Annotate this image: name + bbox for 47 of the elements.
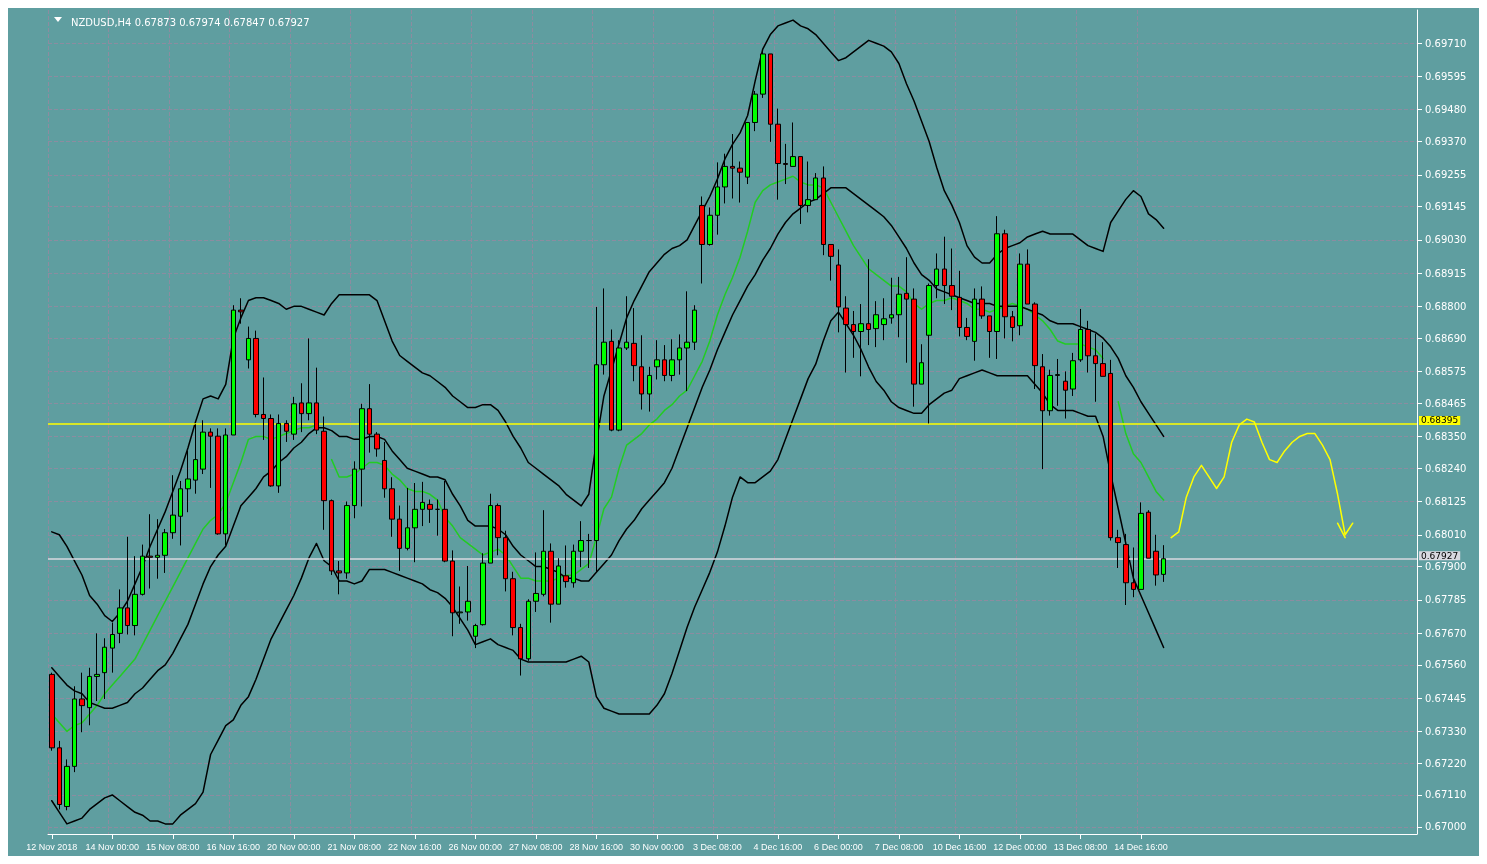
y-tick-label: 0.69370 — [1425, 136, 1467, 148]
y-tick-label: 0.67110 — [1425, 789, 1467, 801]
x-tick-label: 12 Dec 00:00 — [993, 841, 1047, 852]
y-tick-label: 0.68010 — [1425, 529, 1467, 541]
y-tick-label: 0.69255 — [1425, 169, 1467, 181]
x-tick-label: 16 Nov 16:00 — [206, 841, 261, 852]
y-tick-label: 0.68125 — [1425, 496, 1467, 508]
y-tick-label: 0.69595 — [1425, 71, 1467, 82]
ref-line-label: 0.68395 — [1421, 415, 1459, 426]
x-tick-label: 7 Dec 08:00 — [874, 841, 924, 852]
y-tick-label: 0.67000 — [1425, 821, 1467, 833]
x-tick-label: 26 Nov 00:00 — [448, 841, 503, 852]
x-tick-label: 15 Nov 08:00 — [146, 841, 200, 852]
x-tick-label: 14 Dec 16:00 — [1114, 841, 1168, 852]
y-tick-label: 0.69480 — [1425, 104, 1467, 116]
y-tick-label: 0.68690 — [1425, 332, 1467, 344]
x-tick-label: 14 Nov 00:00 — [85, 841, 140, 852]
x-tick-label: 3 Dec 08:00 — [693, 841, 742, 852]
y-tick-label: 0.67330 — [1425, 725, 1467, 737]
y-tick-label: 0.67900 — [1425, 561, 1467, 573]
y-tick-label: 0.67220 — [1425, 757, 1467, 769]
y-tick-label: 0.69710 — [1425, 37, 1467, 49]
x-tick-label: 20 Nov 00:00 — [267, 841, 321, 852]
y-tick-label: 0.68800 — [1425, 300, 1467, 312]
y-tick-label: 0.68575 — [1425, 365, 1467, 377]
y-tick-label: 0.67670 — [1425, 627, 1467, 639]
x-tick-label: 28 Nov 16:00 — [569, 841, 624, 852]
y-tick-label: 0.68465 — [1425, 397, 1467, 409]
x-tick-label: 13 Dec 08:00 — [1053, 841, 1108, 852]
text: NZDUSD,H4 0.67873 0.67974 0.67847 0.67927 — [71, 16, 310, 28]
ref-line-label: 0.67927 — [1421, 550, 1459, 561]
y-tick-label: 0.69145 — [1425, 201, 1467, 213]
x-tick-label: 4 Dec 16:00 — [753, 841, 803, 852]
y-tick-label: 0.68240 — [1425, 462, 1467, 474]
y-tick-label: 0.69030 — [1425, 234, 1467, 246]
x-tick-label: 30 Nov 00:00 — [630, 841, 684, 852]
y-tick-label: 0.67785 — [1425, 594, 1467, 606]
y-tick-label: 0.67445 — [1425, 692, 1467, 704]
y-tick-label: 0.68350 — [1425, 430, 1467, 442]
x-tick-label: 22 Nov 16:00 — [388, 841, 442, 852]
x-tick-label: 6 Dec 00:00 — [814, 841, 863, 852]
y-tick-label: 0.67560 — [1425, 659, 1467, 671]
x-tick-label: 12 Nov 2018 — [26, 841, 78, 852]
x-tick-label: 21 Nov 08:00 — [327, 841, 382, 852]
x-tick-label: 27 Nov 08:00 — [509, 841, 563, 852]
x-tick-label: 10 Dec 16:00 — [932, 841, 987, 852]
y-tick-label: 0.68915 — [1425, 267, 1467, 279]
